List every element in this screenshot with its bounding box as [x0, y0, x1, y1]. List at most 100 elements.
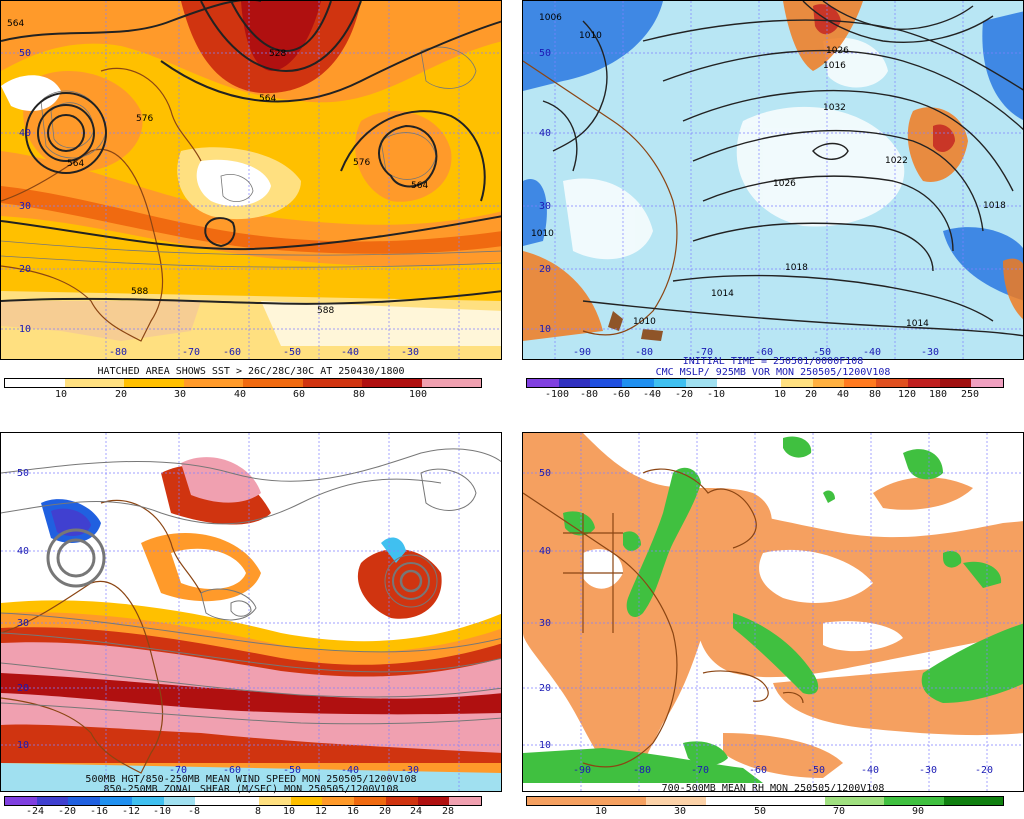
colorbar-tick: -20: [674, 389, 694, 400]
lon-label-m80: -80: [633, 765, 652, 776]
colorbar-bl: [4, 796, 482, 806]
lat-label-10: 10: [539, 324, 552, 335]
map-mean-rh: [523, 433, 1023, 791]
colorbar-swatch: [558, 379, 591, 387]
panel-mslp-vorticity: 50 40 30 20 10 -90 -80 -70 -60 -50 -40 -…: [522, 0, 1024, 360]
lon-label-m50: -50: [283, 765, 302, 776]
contour-label: 564: [7, 19, 25, 29]
lon-label-m70: -70: [182, 347, 201, 358]
colorbar-swatch: [183, 379, 243, 387]
map-wind-shear: [1, 433, 501, 791]
lon-label-m90: -90: [573, 347, 592, 358]
colorbar-tick: -10: [152, 806, 172, 817]
lon-label-m60: -60: [749, 765, 768, 776]
lon-label-m30: -30: [921, 347, 940, 358]
colorbar-tick: 90: [911, 806, 925, 817]
contour-label: 576: [353, 158, 371, 168]
colorbar-tick: 70: [832, 806, 846, 817]
colorbar-tick: -10: [706, 389, 726, 400]
colorbar-swatch: [163, 797, 196, 805]
contour-label: 1014: [906, 319, 929, 329]
lon-label-m80: -80: [109, 347, 128, 358]
contour-label: 564: [259, 94, 277, 104]
colorbar-swatch: [705, 797, 765, 805]
colorbar-swatch: [653, 379, 686, 387]
colorbar-swatch: [884, 797, 944, 805]
lat-label-50: 50: [19, 48, 32, 59]
colorbar-swatch: [417, 797, 450, 805]
lat-label-50: 50: [17, 468, 30, 479]
colorbar-tick: -60: [611, 389, 631, 400]
colorbar-swatch: [124, 379, 184, 387]
lat-label-10: 10: [19, 324, 32, 335]
colorbar-swatch: [195, 797, 228, 805]
contour-label: 1026: [826, 46, 849, 56]
colorbar-swatch: [36, 797, 69, 805]
lat-label-50: 50: [539, 48, 552, 59]
lon-label-m40: -40: [341, 765, 360, 776]
colorbar-tick: 10: [54, 389, 68, 400]
panel-title: 700-500MB MEAN RH MON 250505/1200V108: [661, 783, 885, 794]
colorbar-tick: 20: [804, 389, 818, 400]
colorbar-swatch: [939, 379, 972, 387]
colorbar-swatch: [527, 797, 587, 805]
colorbar-tick: 28: [441, 806, 455, 817]
lat-label-30: 30: [19, 201, 32, 212]
lat-label-40: 40: [17, 546, 30, 557]
colorbar-swatch: [646, 797, 706, 805]
colorbar-tick: -100: [544, 389, 570, 400]
contour-label: 564: [411, 181, 429, 191]
colorbar-tl: [4, 378, 482, 388]
contour-label: 1026: [773, 179, 796, 189]
colorbar-tick: 80: [352, 389, 366, 400]
lat-label-50: 50: [539, 468, 552, 479]
lat-label-20: 20: [539, 264, 552, 275]
colorbar-tick: 120: [897, 389, 917, 400]
contour-label: 1014: [711, 289, 734, 299]
colorbar-tick: 8: [254, 806, 262, 817]
lon-label-m60: -60: [223, 765, 242, 776]
lon-label-m50: -50: [807, 765, 826, 776]
colorbar-swatch: [227, 797, 259, 805]
contour-label: 1018: [983, 201, 1006, 211]
colorbar-swatch: [354, 797, 386, 805]
panel-title-line2: CMC MSLP/ 925MB VOR MON 250505/1200V108: [655, 367, 891, 378]
lon-label-m40: -40: [341, 347, 360, 358]
colorbar-tick: 30: [173, 389, 187, 400]
panel-mean-rh: 50 40 30 20 10 -90 -80 -70 -60 -50 -40 -…: [522, 432, 1024, 792]
colorbar-tick: 40: [233, 389, 247, 400]
lon-label-m70: -70: [169, 765, 188, 776]
lon-label-m40: -40: [861, 765, 880, 776]
colorbar-swatch: [812, 379, 845, 387]
colorbar-tick: -16: [89, 806, 109, 817]
colorbar-tick: 60: [292, 389, 306, 400]
colorbar-br: [526, 796, 1004, 806]
colorbar-swatch: [131, 797, 164, 805]
colorbar-tick: -20: [57, 806, 77, 817]
colorbar-swatch: [64, 379, 124, 387]
colorbar-swatch: [622, 379, 654, 387]
contour-label: 1006: [539, 13, 562, 23]
contour-label: 1016: [823, 61, 846, 71]
lon-label-m20: -20: [975, 765, 994, 776]
lat-label-30: 30: [539, 618, 552, 629]
colorbar-tr: [526, 378, 1004, 388]
lon-label-m30: -30: [919, 765, 938, 776]
colorbar-tick: 10: [773, 389, 787, 400]
lon-label-m60: -60: [223, 347, 242, 358]
colorbar-swatch: [243, 379, 303, 387]
colorbar-tick: 20: [378, 806, 392, 817]
colorbar-tick: 20: [114, 389, 128, 400]
lon-label-m70: -70: [691, 765, 710, 776]
panel-wind-shear: 50 40 30 20 10 -70 -60 -50 -40 -30: [0, 432, 502, 792]
lat-label-30: 30: [17, 618, 30, 629]
lat-label-20: 20: [19, 264, 32, 275]
colorbar-swatch: [322, 797, 355, 805]
colorbar-swatch: [449, 797, 482, 805]
colorbar-tick: 12: [314, 806, 328, 817]
colorbar-tick: 10: [594, 806, 608, 817]
colorbar-tick: -40: [642, 389, 662, 400]
colorbar-swatch: [258, 797, 291, 805]
colorbar-tick: -24: [25, 806, 45, 817]
colorbar-swatch: [943, 797, 1003, 805]
